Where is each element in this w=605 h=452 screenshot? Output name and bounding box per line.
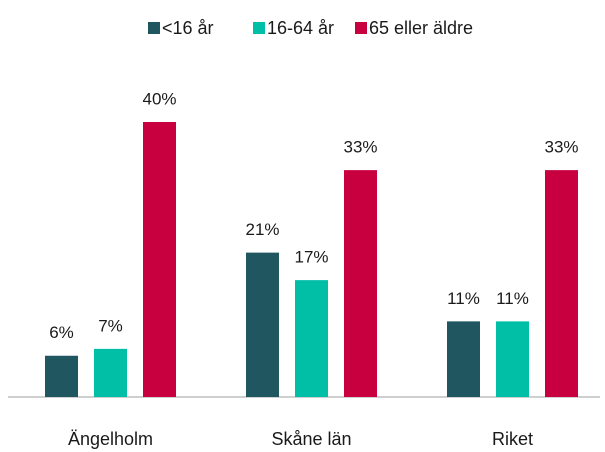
legend-label: <16 år [162, 18, 214, 38]
value-label: 6% [49, 323, 74, 342]
value-label: 21% [245, 220, 279, 239]
x-tick-label: Skåne län [271, 429, 351, 449]
value-label: 11% [447, 289, 480, 308]
legend-swatch [148, 22, 160, 34]
x-tick-label: Ängelholm [68, 429, 153, 449]
value-label: 40% [142, 89, 176, 108]
value-label: 11% [496, 289, 529, 308]
value-label: 33% [343, 138, 377, 157]
bar [295, 280, 328, 397]
legend-label: 16-64 år [267, 18, 334, 38]
bar [45, 355, 78, 397]
bar [94, 348, 127, 397]
value-label: 17% [294, 248, 328, 267]
bar [246, 252, 279, 397]
x-tick-label: Riket [492, 429, 533, 449]
bar [545, 170, 578, 397]
bar [143, 122, 176, 397]
value-label: 7% [98, 316, 123, 335]
legend-swatch [253, 22, 265, 34]
legend-swatch [355, 22, 367, 34]
value-label: 33% [544, 138, 578, 157]
bar [447, 321, 480, 397]
legend-label: 65 eller äldre [369, 18, 473, 38]
bar [496, 321, 529, 397]
bar [344, 170, 377, 397]
